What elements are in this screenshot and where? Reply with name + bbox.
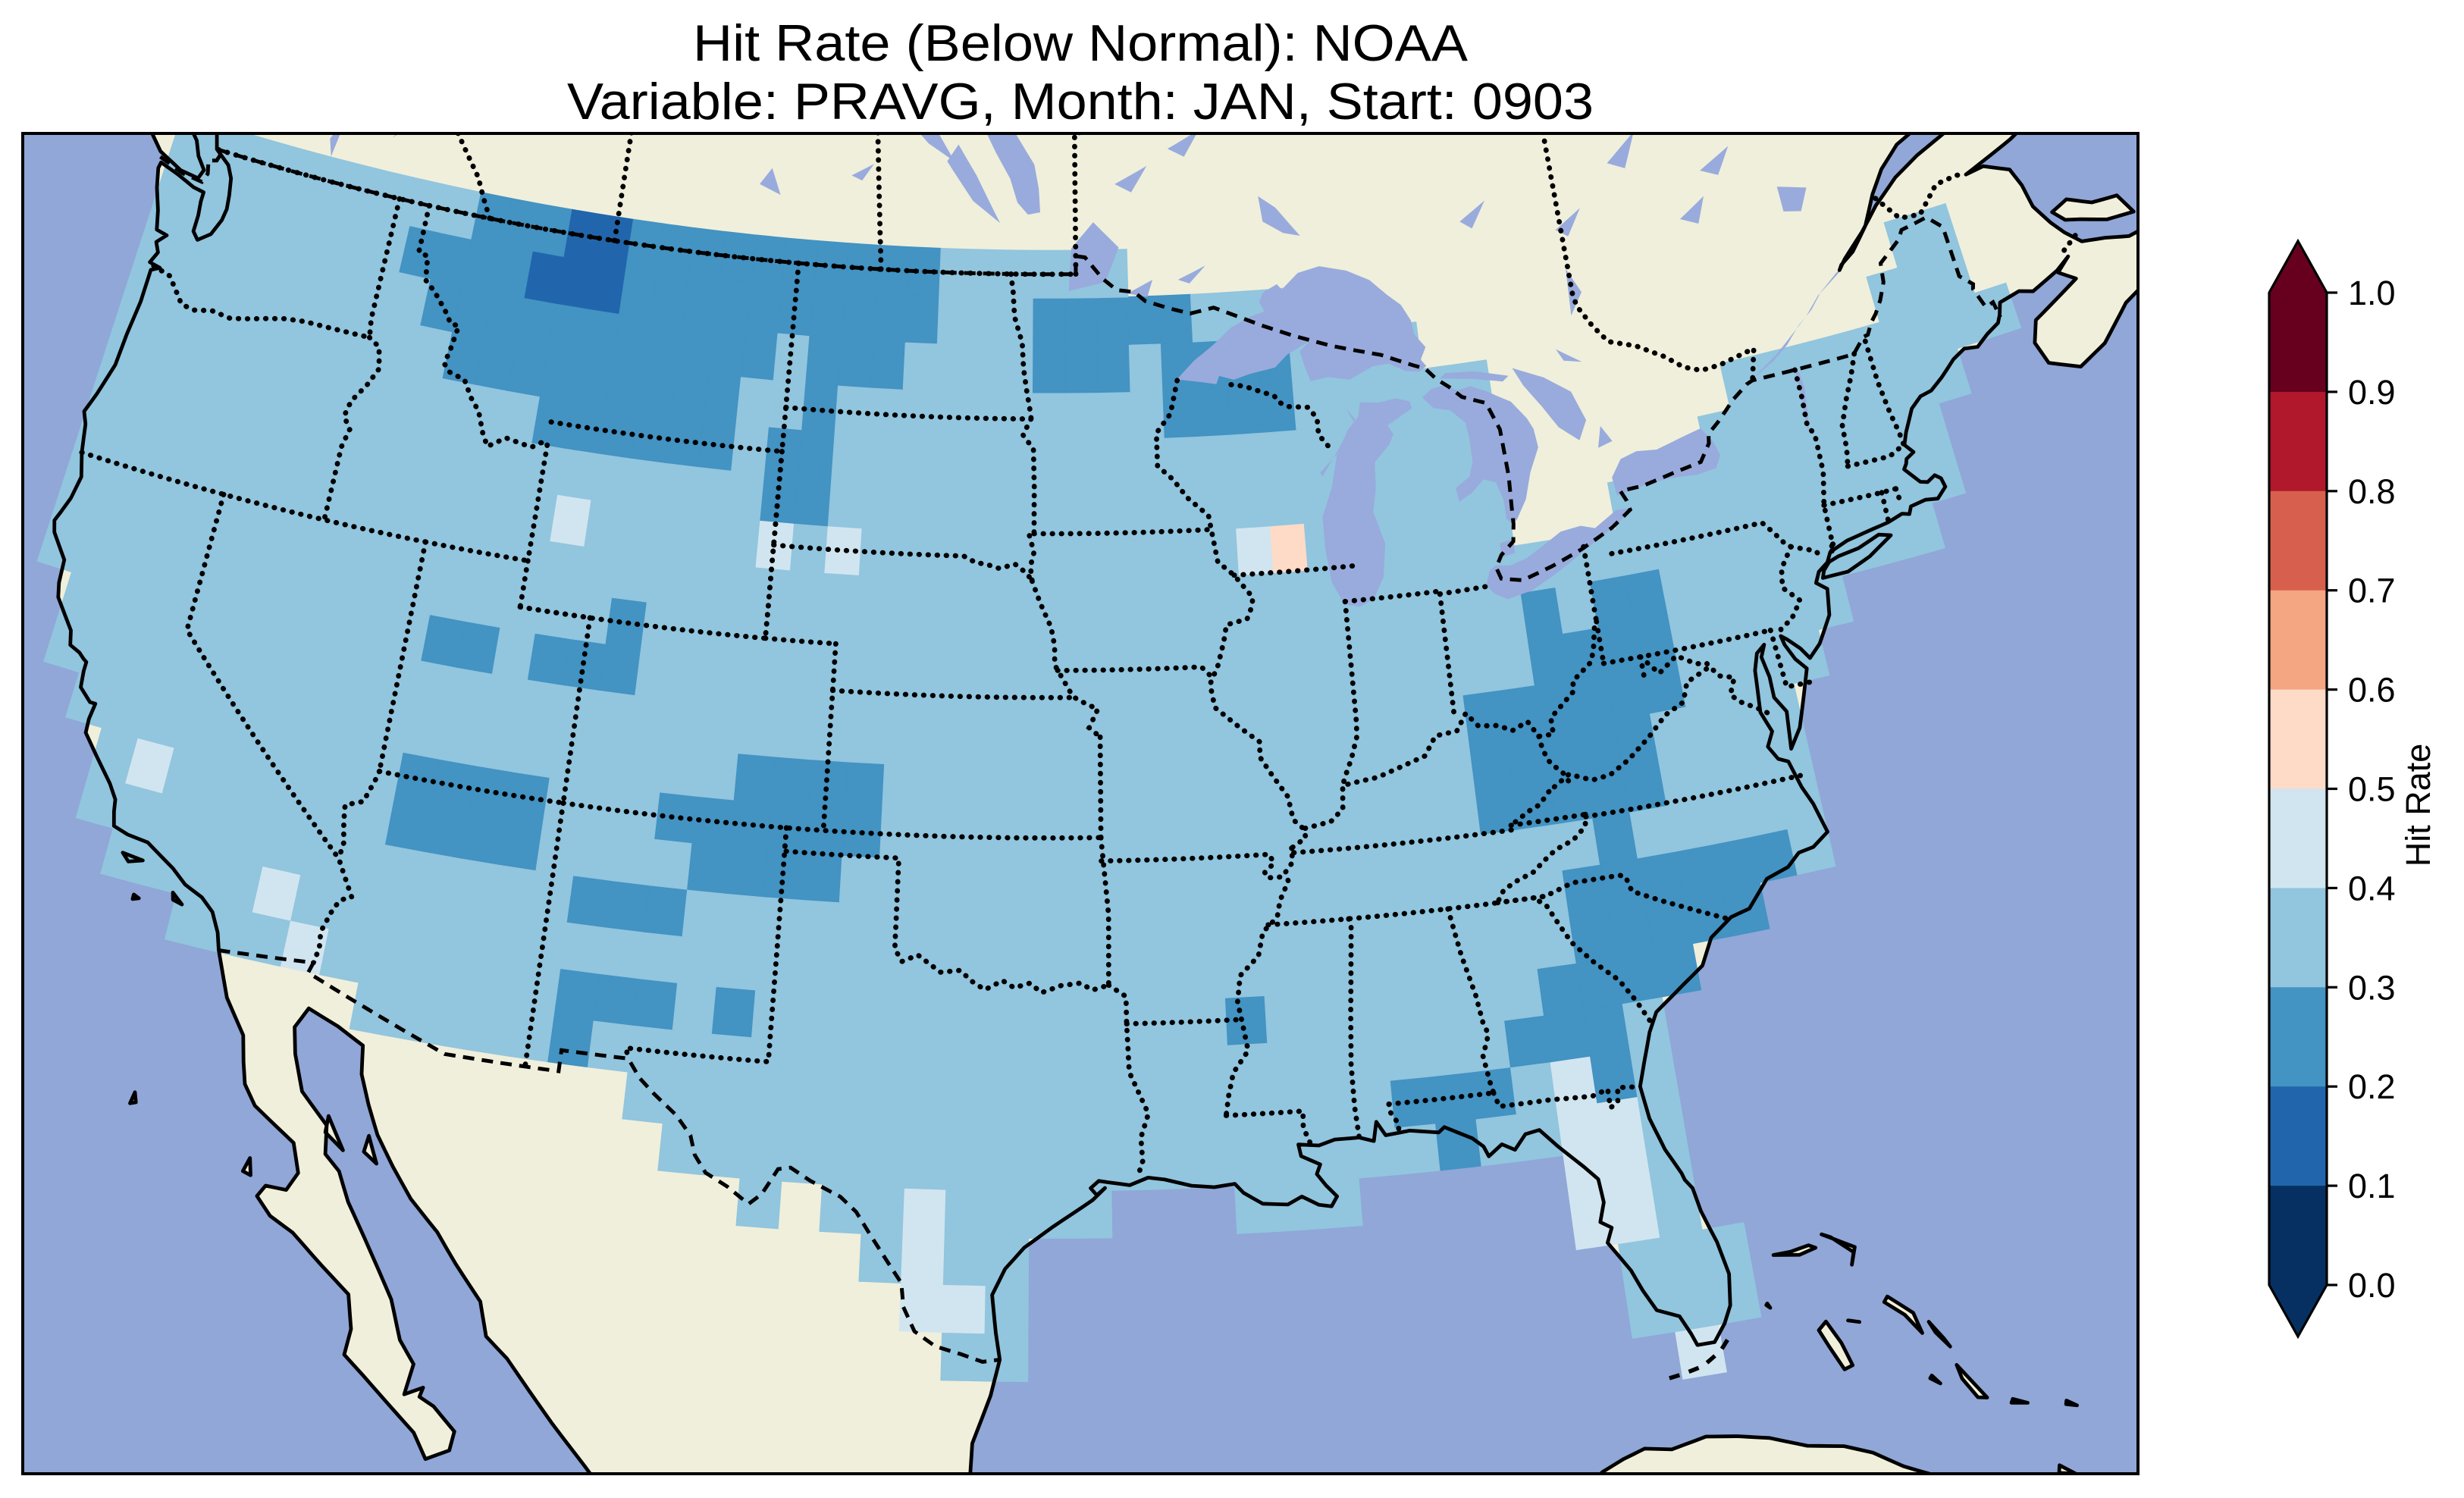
- svg-text:1.0: 1.0: [2348, 274, 2396, 312]
- svg-text:0.6: 0.6: [2348, 671, 2396, 710]
- svg-text:0.9: 0.9: [2348, 373, 2396, 412]
- svg-text:0.1: 0.1: [2348, 1167, 2396, 1205]
- svg-text:0.0: 0.0: [2348, 1266, 2396, 1305]
- svg-text:Hit Rate (Below Normal): NOAA: Hit Rate (Below Normal): NOAA: [693, 14, 1469, 72]
- svg-text:0.3: 0.3: [2348, 968, 2396, 1007]
- svg-text:Variable: PRAVG, Month: JAN, S: Variable: PRAVG, Month: JAN, Start: 0903: [567, 73, 1594, 130]
- svg-text:0.4: 0.4: [2348, 869, 2396, 907]
- svg-text:0.8: 0.8: [2348, 472, 2396, 511]
- svg-text:0.2: 0.2: [2348, 1067, 2396, 1106]
- svg-text:Hit Rate: Hit Rate: [2399, 744, 2437, 867]
- svg-text:0.7: 0.7: [2348, 572, 2396, 610]
- svg-text:0.5: 0.5: [2348, 770, 2396, 809]
